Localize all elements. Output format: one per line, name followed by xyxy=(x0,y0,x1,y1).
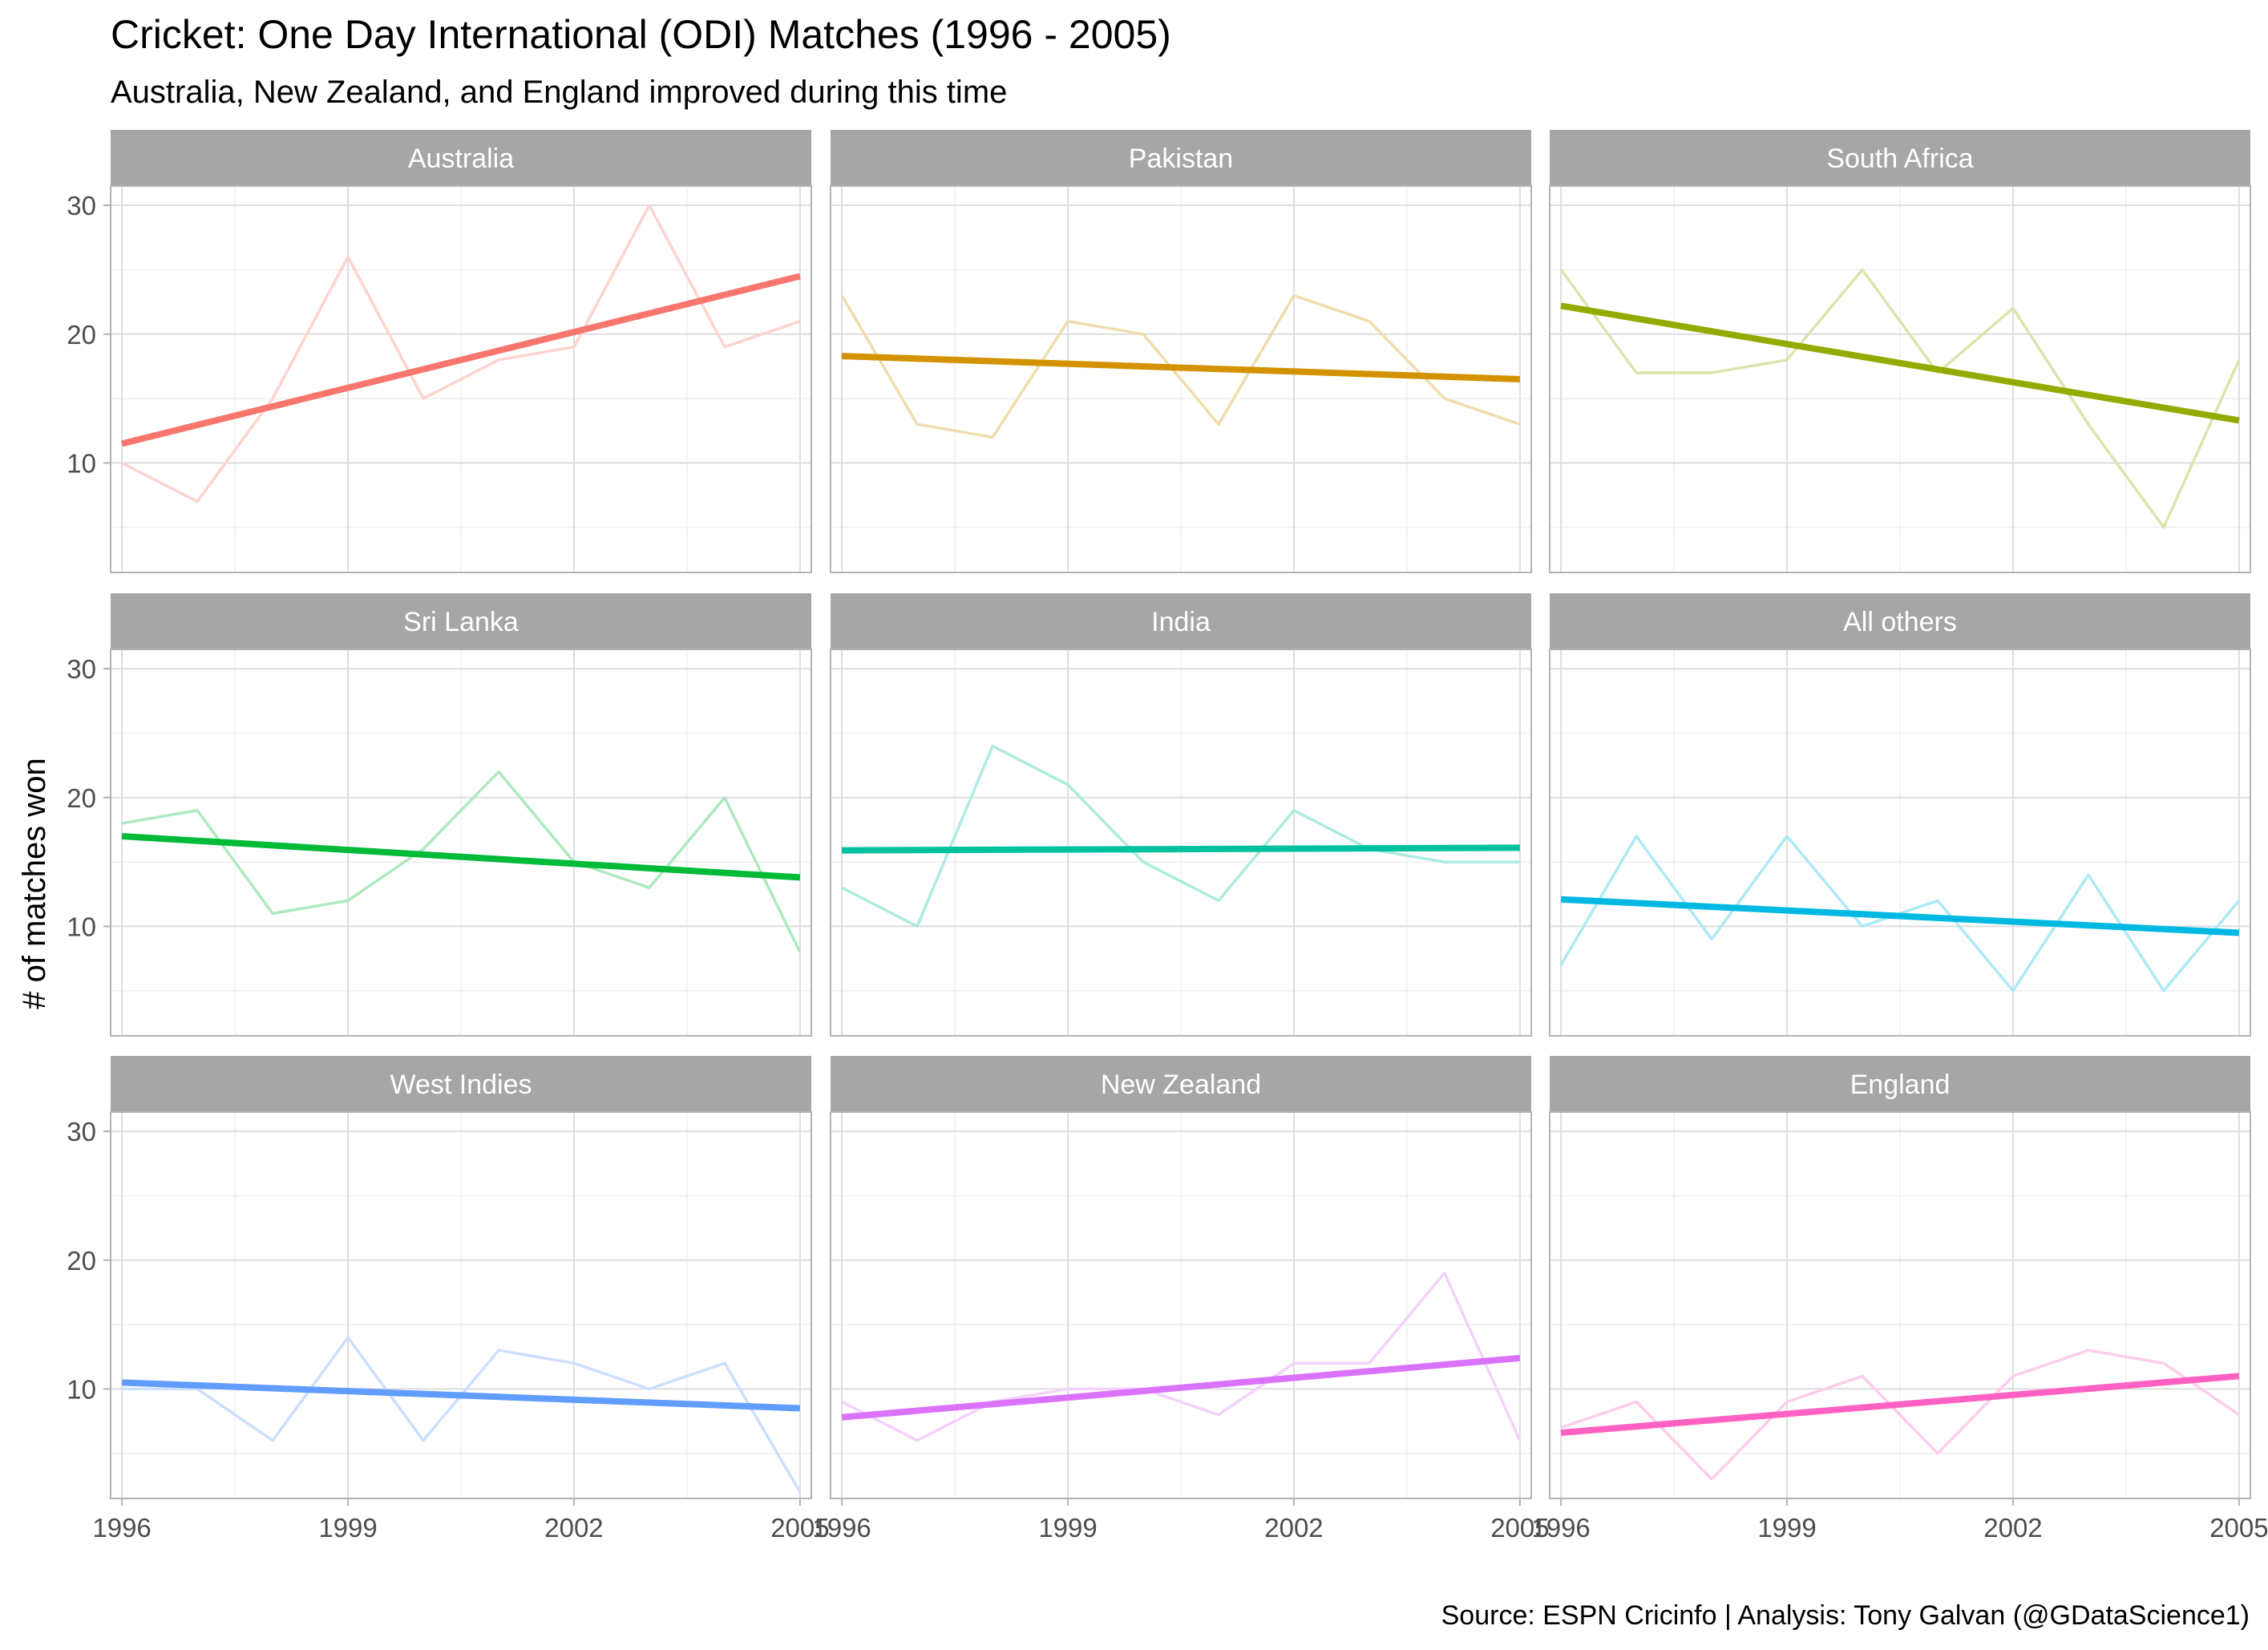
x-tick-label: 1996 xyxy=(812,1513,871,1543)
strip-label-england: England xyxy=(1850,1070,1951,1100)
panel-all-others: All others xyxy=(1549,593,2251,1037)
series-line-australia xyxy=(121,204,801,503)
y-tick-label: 20 xyxy=(67,320,96,350)
y-tick-label: 30 xyxy=(67,654,96,684)
panel-border-west-indies xyxy=(110,1111,812,1499)
x-tick-label: 1996 xyxy=(1531,1513,1590,1543)
trend-line-india xyxy=(842,844,1520,854)
panel-pakistan: Pakistan xyxy=(830,130,1532,573)
y-axis-label: # of matches won xyxy=(17,758,52,1009)
panel-new-zealand: New Zealand 1996 1999 2002 2005 xyxy=(812,1056,1550,1543)
x-tick-label: 1999 xyxy=(1038,1513,1097,1543)
trend-line-new-zealand xyxy=(841,1354,1521,1421)
trend-line-sri-lanka xyxy=(121,832,801,881)
strip-south-africa xyxy=(1550,130,2250,186)
panel-border-india xyxy=(830,649,1532,1037)
series-line-new-zealand xyxy=(841,1272,1522,1442)
x-tick-label: 1996 xyxy=(92,1513,151,1543)
panel-india: India xyxy=(830,593,1532,1037)
x-tick-label: 2005 xyxy=(770,1513,829,1543)
x-tick-label: 1999 xyxy=(318,1513,377,1543)
y-tick-label: 30 xyxy=(67,1117,96,1147)
series-line-south-africa xyxy=(1559,268,2241,529)
panel-west-indies: West Indies 10 20 30 1996 1999 2002 2005 xyxy=(67,1056,830,1543)
trend-line-south-africa xyxy=(1560,302,2240,424)
strip-label-new-zealand: New Zealand xyxy=(1101,1070,1261,1100)
y-tick-label: 20 xyxy=(67,1246,96,1276)
x-tick-label: 2002 xyxy=(1264,1513,1323,1543)
panel-border-all-others xyxy=(1549,649,2251,1037)
panel-border-australia xyxy=(110,185,812,573)
series-line-pakistan xyxy=(840,293,1521,439)
y-tick-label: 10 xyxy=(67,1374,96,1404)
y-tick-label: 20 xyxy=(67,783,96,813)
panel-south-africa: South Africa xyxy=(1549,130,2251,573)
strip-new-zealand xyxy=(831,1056,1531,1112)
trend-line-australia xyxy=(121,273,801,447)
strip-label-sri-lanka: Sri Lanka xyxy=(403,607,519,637)
series-line-england xyxy=(1560,1349,2240,1481)
strip-australia xyxy=(111,130,811,186)
trend-line-pakistan xyxy=(841,353,1521,382)
panel-australia: Australia 10 20 30 xyxy=(67,130,812,573)
panel-border-pakistan xyxy=(830,185,1532,573)
series-line-india xyxy=(841,744,1520,928)
strip-label-india: India xyxy=(1151,607,1211,637)
chart-title: Cricket: One Day International (ODI) Mat… xyxy=(111,12,1171,57)
y-tick-label: 10 xyxy=(67,448,96,478)
strip-england xyxy=(1550,1056,2250,1112)
strip-west-indies xyxy=(111,1056,811,1112)
x-tick-label: 1999 xyxy=(1757,1513,1816,1543)
x-tick-label: 2005 xyxy=(1490,1513,1549,1543)
panel-border-england xyxy=(1549,1111,2251,1499)
facet-panels: Australia 10 20 30 Pakistan South Africa Sri L… xyxy=(67,130,2268,1543)
trend-line-england xyxy=(1560,1373,2240,1437)
strip-sri-lanka xyxy=(111,593,811,649)
x-tick-label: 2005 xyxy=(2209,1513,2268,1543)
panel-sri-lanka: Sri Lanka 10 20 30 xyxy=(67,593,812,1037)
strip-label-west-indies: West Indies xyxy=(390,1070,532,1100)
strip-all-others xyxy=(1550,593,2250,649)
panel-border-sri-lanka xyxy=(110,649,812,1037)
chart-subtitle: Australia, New Zealand, and England impr… xyxy=(111,75,1007,110)
x-tick-label: 2002 xyxy=(544,1513,603,1543)
strip-label-pakistan: Pakistan xyxy=(1129,144,1233,174)
strip-label-australia: Australia xyxy=(408,144,514,174)
trend-line-west-indies xyxy=(121,1379,801,1412)
chart-caption: Source: ESPN Cricinfo | Analysis: Tony G… xyxy=(1441,1600,2250,1631)
panel-england: England 1996 1999 2002 2005 xyxy=(1531,1056,2268,1543)
strip-pakistan xyxy=(831,130,1531,186)
panel-border-new-zealand xyxy=(830,1111,1532,1499)
series-line-sri-lanka xyxy=(121,770,802,953)
strip-india xyxy=(831,593,1531,649)
trend-line-all-others xyxy=(1560,896,2240,936)
strip-label-south-africa: South Africa xyxy=(1826,144,1973,174)
x-tick-label: 2002 xyxy=(1983,1513,2042,1543)
panel-border-south-africa xyxy=(1549,185,2251,573)
strip-label-all-others: All others xyxy=(1843,607,1957,637)
y-tick-label: 30 xyxy=(67,191,96,220)
y-tick-label: 10 xyxy=(67,912,96,941)
